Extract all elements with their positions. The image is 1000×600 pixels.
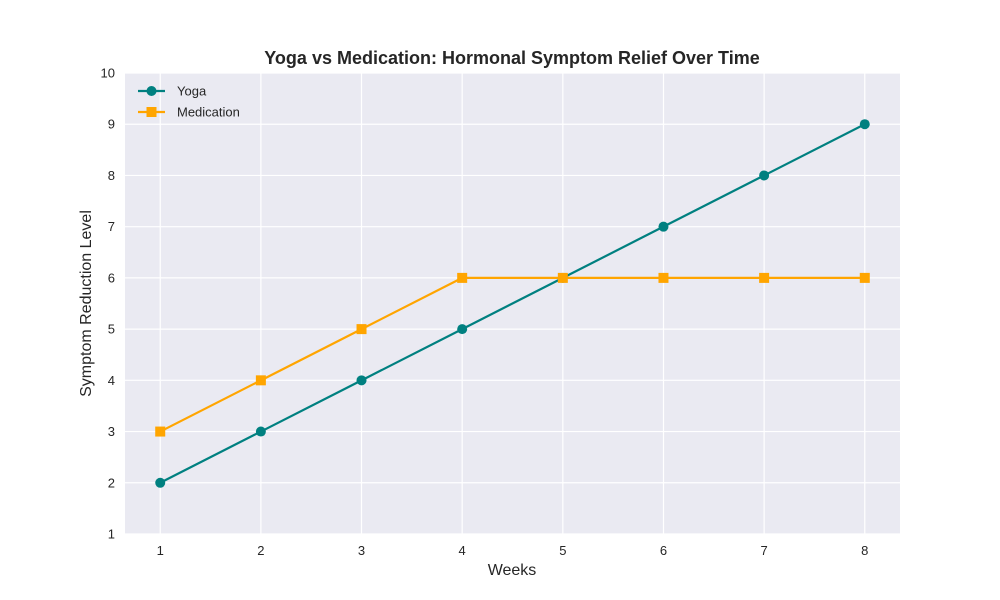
x-tick-label: 1: [157, 543, 164, 558]
y-tick-label: 3: [108, 424, 115, 439]
data-point-yoga: [155, 477, 166, 488]
y-tick-label: 4: [108, 373, 115, 388]
legend: Yoga Medication: [138, 84, 240, 120]
x-tick-label: 4: [459, 543, 466, 558]
y-tick-label: 6: [108, 270, 115, 285]
y-tick-label: 10: [101, 66, 115, 81]
data-point-medication: [557, 272, 568, 283]
data-point-yoga: [759, 170, 770, 181]
legend-marker-medication: [146, 107, 157, 117]
data-point-yoga: [457, 324, 468, 335]
legend-label-medication: Medication: [177, 105, 240, 120]
data-point-medication: [457, 272, 468, 283]
legend-marker-yoga: [146, 86, 157, 96]
x-axis-ticks: 1 2 3 4 5 6 7 8: [157, 543, 869, 558]
legend-item-yoga: Yoga: [138, 84, 207, 99]
y-tick-label: 2: [108, 475, 115, 490]
series-layer: [155, 119, 870, 488]
x-tick-label: 7: [761, 543, 768, 558]
chart-title: Yoga vs Medication: Hormonal Symptom Rel…: [264, 48, 759, 68]
y-tick-label: 9: [108, 117, 115, 132]
data-point-yoga: [658, 221, 669, 232]
legend-label-yoga: Yoga: [177, 84, 207, 99]
y-tick-label: 8: [108, 168, 115, 183]
data-point-medication: [255, 375, 266, 386]
series-medication: [155, 272, 870, 437]
data-point-medication: [658, 272, 669, 283]
series-line-yoga: [159, 123, 866, 484]
series-line-medication: [159, 276, 865, 433]
y-tick-label: 1: [108, 527, 115, 542]
x-tick-label: 3: [358, 543, 365, 558]
y-axis-label: Symptom Reduction Level: [78, 210, 95, 397]
x-axis-label: Weeks: [488, 562, 537, 579]
y-tick-label: 7: [108, 219, 115, 234]
legend-item-medication: Medication: [138, 105, 240, 120]
y-axis-ticks: 1 2 3 4 5 6 7 8 9 10: [101, 66, 115, 542]
x-tick-label: 6: [660, 543, 667, 558]
x-tick-label: 5: [559, 543, 566, 558]
y-tick-label: 5: [108, 322, 115, 337]
data-point-medication: [759, 272, 770, 283]
x-tick-label: 8: [861, 543, 868, 558]
data-point-medication: [859, 272, 870, 283]
x-tick-label: 2: [257, 543, 264, 558]
data-point-medication: [155, 426, 166, 437]
data-point-yoga: [859, 119, 870, 130]
data-point-medication: [356, 324, 367, 335]
data-point-yoga: [356, 375, 367, 386]
data-point-yoga: [255, 426, 266, 437]
